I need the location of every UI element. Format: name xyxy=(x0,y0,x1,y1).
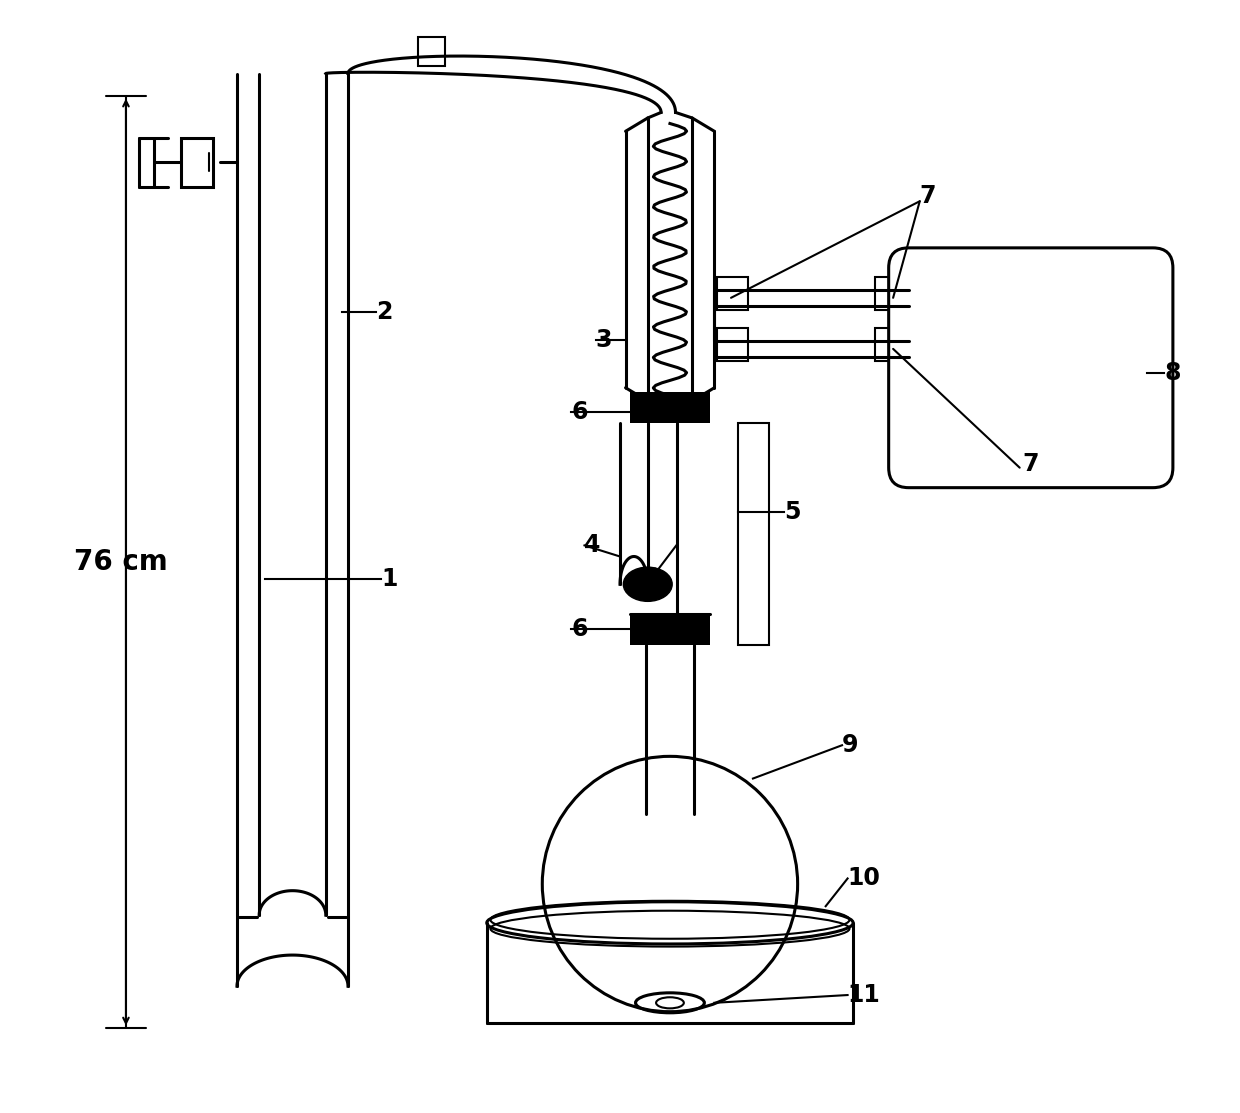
Text: 5: 5 xyxy=(785,500,801,524)
Bar xyxy=(875,277,906,311)
Text: 9: 9 xyxy=(842,733,858,757)
Bar xyxy=(181,138,212,187)
Text: 7: 7 xyxy=(1022,452,1038,476)
Bar xyxy=(630,614,711,646)
Ellipse shape xyxy=(624,568,672,601)
Text: 1: 1 xyxy=(382,567,398,591)
Text: 76 cm: 76 cm xyxy=(73,548,167,577)
Bar xyxy=(738,423,769,646)
Text: 7: 7 xyxy=(920,184,936,208)
Text: 6: 6 xyxy=(572,617,588,641)
Text: 3: 3 xyxy=(595,328,613,352)
Bar xyxy=(717,328,748,361)
FancyBboxPatch shape xyxy=(889,248,1173,487)
Bar xyxy=(418,37,445,66)
Text: 10: 10 xyxy=(848,866,880,890)
Bar xyxy=(717,277,748,311)
Bar xyxy=(875,328,906,361)
Text: 11: 11 xyxy=(848,983,880,1007)
Text: 8: 8 xyxy=(1164,362,1180,385)
Text: 4: 4 xyxy=(584,533,601,558)
Text: 6: 6 xyxy=(572,401,588,424)
Bar xyxy=(630,392,711,423)
Text: 2: 2 xyxy=(376,301,392,324)
